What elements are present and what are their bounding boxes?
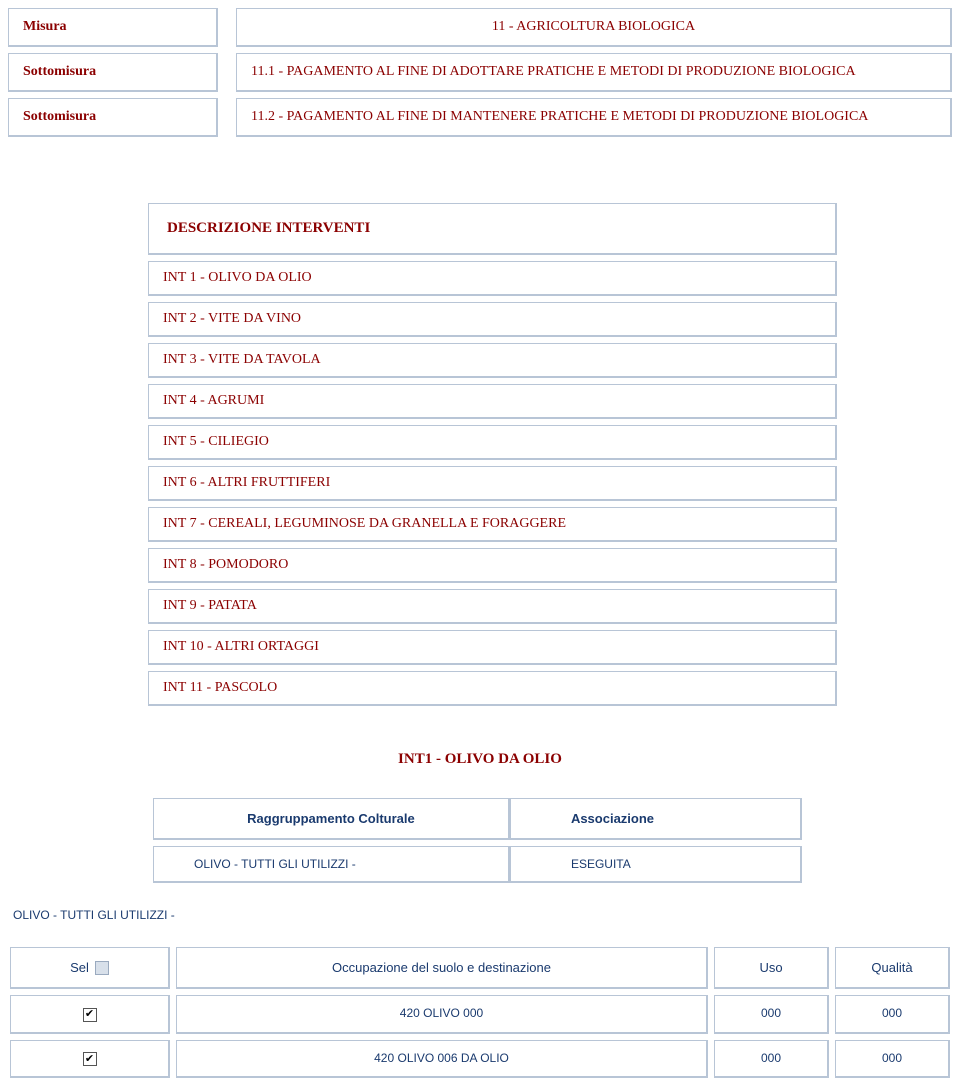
header-sel: Sel <box>10 947 170 989</box>
sottomisura1-label: Sottomisura <box>8 53 218 92</box>
cell-sel: ✔ <box>10 995 170 1034</box>
int-item: INT 8 - POMODORO <box>148 548 837 583</box>
cell-qual: 000 <box>835 995 950 1034</box>
int-item: INT 7 - CEREALI, LEGUMINOSE DA GRANELLA … <box>148 507 837 542</box>
raggr-cell-2: ESEGUITA <box>510 846 802 883</box>
int-item: INT 1 - OLIVO DA OLIO <box>148 261 837 296</box>
sel-header-icon <box>95 961 109 975</box>
header-qual: Qualità <box>835 947 950 989</box>
cell-occ: 420 OLIVO 000 <box>176 995 708 1034</box>
sottomisura1-value: 11.1 - PAGAMENTO AL FINE DI ADOTTARE PRA… <box>236 53 952 92</box>
header-uso: Uso <box>714 947 829 989</box>
header-row-sottomisura1: Sottomisura 11.1 - PAGAMENTO AL FINE DI … <box>8 53 952 92</box>
raggr-header-1: Raggruppamento Colturale <box>153 798 510 840</box>
checkbox-icon[interactable]: ✔ <box>83 1008 97 1022</box>
int-item: INT 9 - PATATA <box>148 589 837 624</box>
cell-uso: 000 <box>714 995 829 1034</box>
sottomisura2-value: 11.2 - PAGAMENTO AL FINE DI MANTENERE PR… <box>236 98 952 137</box>
int-item: INT 5 - CILIEGIO <box>148 425 837 460</box>
data-table: Sel Occupazione del suolo e destinazione… <box>8 947 952 1078</box>
int-item: INT 6 - ALTRI FRUTTIFERI <box>148 466 837 501</box>
int-item: INT 3 - VITE DA TAVOLA <box>148 343 837 378</box>
int-item: INT 4 - AGRUMI <box>148 384 837 419</box>
table-row: ✔ 420 OLIVO 006 DA OLIO 000 000 <box>10 1040 950 1079</box>
int-item: INT 2 - VITE DA VINO <box>148 302 837 337</box>
subsection-label: OLIVO - TUTTI GLI UTILIZZI - <box>13 908 952 922</box>
int-item: INT 10 - ALTRI ORTAGGI <box>148 630 837 665</box>
checkbox-icon[interactable]: ✔ <box>83 1052 97 1066</box>
misura-value: 11 - AGRICOLTURA BIOLOGICA <box>236 8 952 47</box>
cell-qual: 000 <box>835 1040 950 1079</box>
data-header-row: Sel Occupazione del suolo e destinazione… <box>10 947 950 989</box>
raggr-table: Raggruppamento Colturale Associazione OL… <box>8 798 952 883</box>
header-occ: Occupazione del suolo e destinazione <box>176 947 708 989</box>
sottomisura2-label: Sottomisura <box>8 98 218 137</box>
int-item: INT 11 - PASCOLO <box>148 671 837 706</box>
misura-label: Misura <box>8 8 218 47</box>
cell-occ: 420 OLIVO 006 DA OLIO <box>176 1040 708 1079</box>
header-row-misura: Misura 11 - AGRICOLTURA BIOLOGICA <box>8 8 952 47</box>
cell-uso: 000 <box>714 1040 829 1079</box>
sel-header-label: Sel <box>70 960 89 975</box>
int1-title: INT1 - OLIVO DA OLIO <box>8 751 952 768</box>
cell-sel: ✔ <box>10 1040 170 1079</box>
header-row-sottomisura2: Sottomisura 11.2 - PAGAMENTO AL FINE DI … <box>8 98 952 137</box>
raggr-header-2: Associazione <box>510 798 802 840</box>
interventi-section: DESCRIZIONE INTERVENTI INT 1 - OLIVO DA … <box>8 203 952 706</box>
interventi-title: DESCRIZIONE INTERVENTI <box>148 203 837 255</box>
raggr-cell-1: OLIVO - TUTTI GLI UTILIZZI - <box>153 846 510 883</box>
table-row: ✔ 420 OLIVO 000 000 000 <box>10 995 950 1034</box>
